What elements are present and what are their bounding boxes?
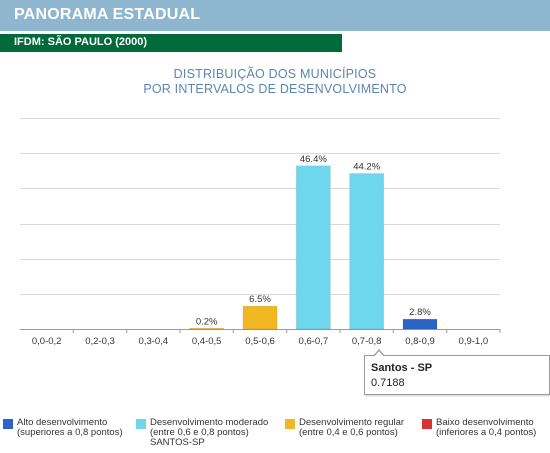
legend-note-moderado: SANTOS-SP [150,437,205,448]
data-label: 6.5% [249,294,271,305]
bar-0,7-0,8[interactable] [349,173,384,330]
legend-desc-alto: (superiores a 0,8 pontos) [17,427,123,438]
chart-title-line1: DISTRIBUIÇÃO DOS MUNICÍPIOS [173,67,377,81]
legend-desc-regular: (entre 0,4 e 0,6 pontos) [299,427,398,438]
bar-0,8-0,9[interactable] [402,318,438,330]
data-label: 44.2% [353,162,380,173]
x-tick-label: 0,3-0,4 [139,336,169,347]
page-title: PANORAMA ESTADUAL [14,6,201,23]
legend-swatch-baixo [422,419,432,429]
subheader-bar [0,34,342,52]
chart-title-line2: POR INTERVALOS DE DESENVOLVIMENTO [143,82,407,96]
tooltip-value: 0.7188 [371,377,405,389]
data-label: 0.2% [196,316,218,327]
legend-swatch-alto [3,419,13,429]
x-tick-label: 0,4-0,5 [192,336,222,347]
tooltip-arrow-fill [374,351,384,357]
legend-desc-moderado: (entre 0,6 e 0,8 pontos) [150,427,249,438]
subheader-title: IFDM: SÃO PAULO (2000) [14,36,148,48]
legend-swatch-regular [285,419,295,429]
data-label: 46.4% [300,154,327,165]
x-tick-label: 0,5-0,6 [245,336,275,347]
x-tick-label: 0,6-0,7 [299,336,329,347]
tooltip-title: Santos - SP [371,362,433,374]
bar-0,4-0,5[interactable] [189,328,224,330]
x-tick-label: 0,0-0,2 [32,336,62,347]
header-bar [0,0,550,31]
x-tick-label: 0,9-1,0 [459,336,489,347]
tooltip: Santos - SP 0.7188 [364,349,550,395]
legend-label-regular: Desenvolvimento regular [299,417,405,428]
x-tick-label: 0,7-0,8 [352,336,382,347]
legend-label-moderado: Desenvolvimento moderado [150,417,269,428]
bar-0,5-0,6[interactable] [242,305,278,330]
legend-label-alto: Alto desenvolvimento [17,417,108,428]
x-tick-label: 0,8-0,9 [405,336,435,347]
data-label: 2.8% [409,307,431,318]
legend-desc-baixo: (inferiores a 0,4 pontos) [436,427,537,438]
legend-swatch-moderado [136,419,146,429]
bar-0,6-0,7[interactable] [296,165,331,330]
legend-label-baixo: Baixo desenvolvimento [436,417,534,428]
x-tick-label: 0,2-0,3 [85,336,115,347]
